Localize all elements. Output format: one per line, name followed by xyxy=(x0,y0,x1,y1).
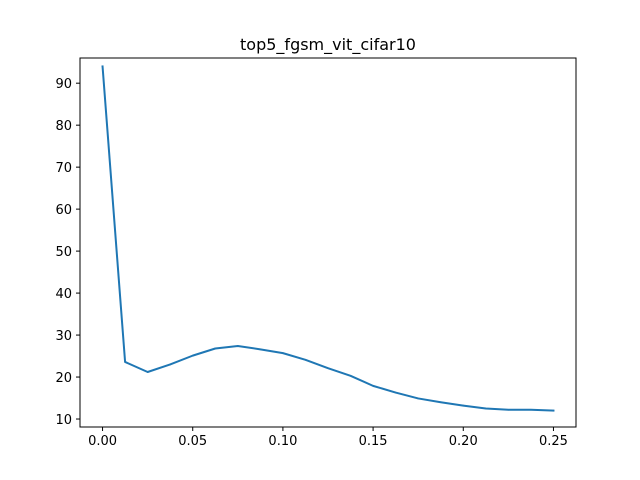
x-tick-label: 0.20 xyxy=(449,434,478,449)
x-tick-label: 0.10 xyxy=(268,434,297,449)
data-point xyxy=(169,363,171,366)
data-point xyxy=(146,371,149,373)
plot-area-frame xyxy=(79,57,577,428)
x-tick-label: 0.25 xyxy=(539,434,568,449)
data-point xyxy=(507,408,510,411)
y-tick-label: 70 xyxy=(55,161,72,176)
data-point xyxy=(417,397,419,400)
y-tick-label: 40 xyxy=(55,287,72,302)
x-axis: 0.00 0.05 0.10 0.15 0.20 0.25 xyxy=(88,427,568,449)
data-point xyxy=(394,391,397,394)
y-tick-label: 60 xyxy=(55,203,72,218)
data-point xyxy=(372,385,374,387)
data-point xyxy=(439,401,442,404)
data-point xyxy=(530,408,532,411)
y-tick-label: 90 xyxy=(55,77,72,92)
data-point xyxy=(101,65,104,68)
data-point xyxy=(552,409,555,412)
data-point xyxy=(259,348,262,351)
data-point xyxy=(349,374,352,377)
data-point xyxy=(237,345,239,347)
data-point xyxy=(191,354,194,357)
y-tick-label: 30 xyxy=(55,329,72,344)
series-layer xyxy=(101,65,555,412)
data-point xyxy=(462,404,465,407)
chart-title: top5_fgsm_vit_cifar10 xyxy=(240,35,416,55)
data-point xyxy=(304,359,307,361)
y-tick-label: 20 xyxy=(55,371,72,386)
x-tick-label: 0.15 xyxy=(359,434,388,449)
x-tick-label: 0.00 xyxy=(88,434,117,449)
y-axis: 10 20 30 40 50 60 70 80 90 xyxy=(55,77,80,428)
data-point xyxy=(214,347,217,350)
data-point xyxy=(485,407,487,410)
y-tick-label: 80 xyxy=(55,119,72,134)
y-tick-label: 50 xyxy=(55,245,72,260)
x-tick-label: 0.05 xyxy=(178,434,207,449)
data-point xyxy=(124,361,126,363)
data-point xyxy=(327,367,329,370)
y-tick-label: 10 xyxy=(55,413,72,428)
data-point xyxy=(282,352,284,354)
